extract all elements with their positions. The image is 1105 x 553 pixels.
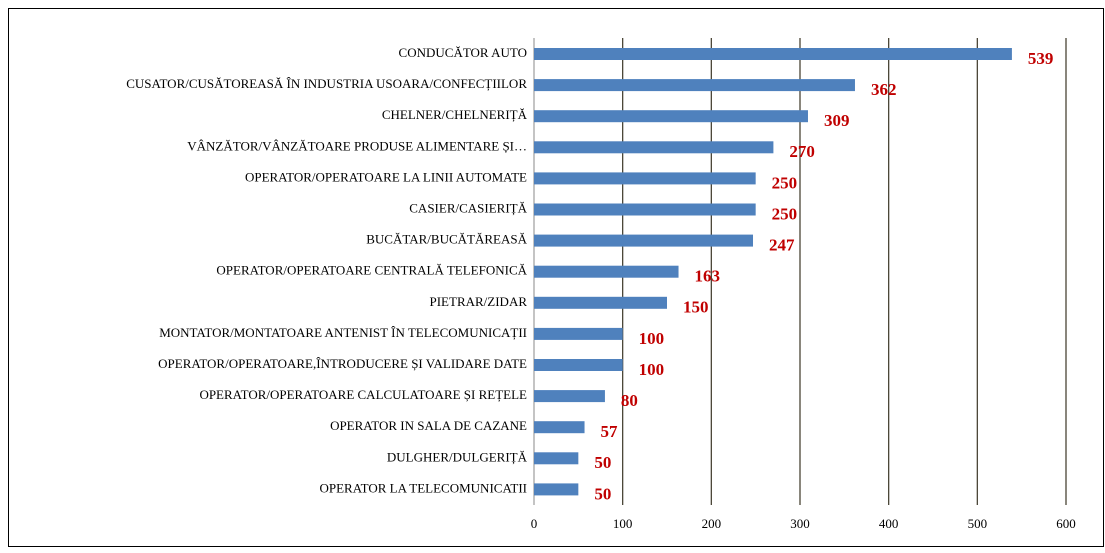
- value-label: 80: [621, 391, 638, 410]
- y-tick-label: MONTATOR/MONTATOARE ANTENIST ÎN TELECOMU…: [159, 325, 527, 340]
- value-label: 250: [772, 173, 798, 192]
- x-tick-label: 600: [1056, 516, 1076, 531]
- y-tick-label: CASIER/CASIERIȚĂ: [409, 200, 527, 215]
- y-tick-label: OPERATOR LA TELECOMUNICATII: [319, 480, 527, 495]
- y-tick-label: CONDUCĂTOR AUTO: [399, 45, 527, 60]
- value-label: 57: [601, 422, 619, 441]
- bar: [534, 296, 667, 309]
- y-tick-label: OPERATOR/OPERATOARE,ÎNTRODUCERE ȘI VALID…: [158, 356, 527, 371]
- value-label: 150: [683, 298, 709, 317]
- value-label: 163: [695, 267, 721, 286]
- y-tick-label: CHELNER/CHELNERIȚĂ: [382, 107, 528, 122]
- bar: [534, 79, 855, 92]
- bar: [534, 141, 774, 154]
- value-label: 50: [594, 453, 611, 472]
- value-label: 50: [594, 484, 611, 503]
- y-tick-label: PIETRAR/ZIDAR: [430, 294, 528, 309]
- x-tick-label: 100: [613, 516, 633, 531]
- bar: [534, 327, 623, 340]
- value-label: 247: [769, 236, 795, 255]
- x-tick-label: 200: [702, 516, 722, 531]
- x-tick-label: 300: [790, 516, 810, 531]
- y-tick-label: OPERATOR/OPERATOARE CENTRALĂ TELEFONICĂ: [216, 263, 527, 278]
- value-label: 362: [871, 80, 897, 99]
- bar: [534, 172, 756, 185]
- bar: [534, 452, 579, 465]
- x-tick-label: 500: [968, 516, 988, 531]
- value-label: 100: [639, 329, 665, 348]
- bar: [534, 390, 605, 403]
- x-tick-label: 400: [879, 516, 899, 531]
- x-tick-label: 0: [531, 516, 538, 531]
- value-label: 250: [772, 204, 798, 223]
- bar: [534, 110, 808, 123]
- y-tick-label: VÂNZĂTOR/VÂNZĂTOARE PRODUSE ALIMENTARE Ș…: [187, 138, 527, 153]
- bar: [534, 359, 623, 371]
- y-tick-label: OPERATOR IN SALA DE CAZANE: [330, 418, 527, 433]
- bar: [534, 421, 585, 434]
- value-label: 309: [824, 111, 850, 130]
- value-label: 100: [639, 360, 665, 379]
- value-label: 539: [1028, 49, 1054, 68]
- value-label: 270: [789, 142, 815, 161]
- bar: [534, 234, 754, 247]
- chart-border: [8, 8, 1104, 547]
- y-tick-label: BUCĂTAR/BUCĂTĂREASĂ: [366, 232, 527, 247]
- y-tick-label: OPERATOR/OPERATOARE LA LINII AUTOMATE: [245, 169, 527, 184]
- bar: [534, 265, 679, 278]
- bar: [534, 483, 579, 496]
- bar: [534, 48, 1012, 60]
- y-tick-label: DULGHER/DULGERIȚĂ: [387, 449, 528, 464]
- y-tick-label: OPERATOR/OPERATOARE CALCULATOARE ȘI REȚE…: [199, 387, 527, 402]
- y-tick-label: CUSATOR/CUSĂTOREASĂ ÎN INDUSTRIA USOARA/…: [126, 76, 527, 91]
- bar: [534, 203, 756, 216]
